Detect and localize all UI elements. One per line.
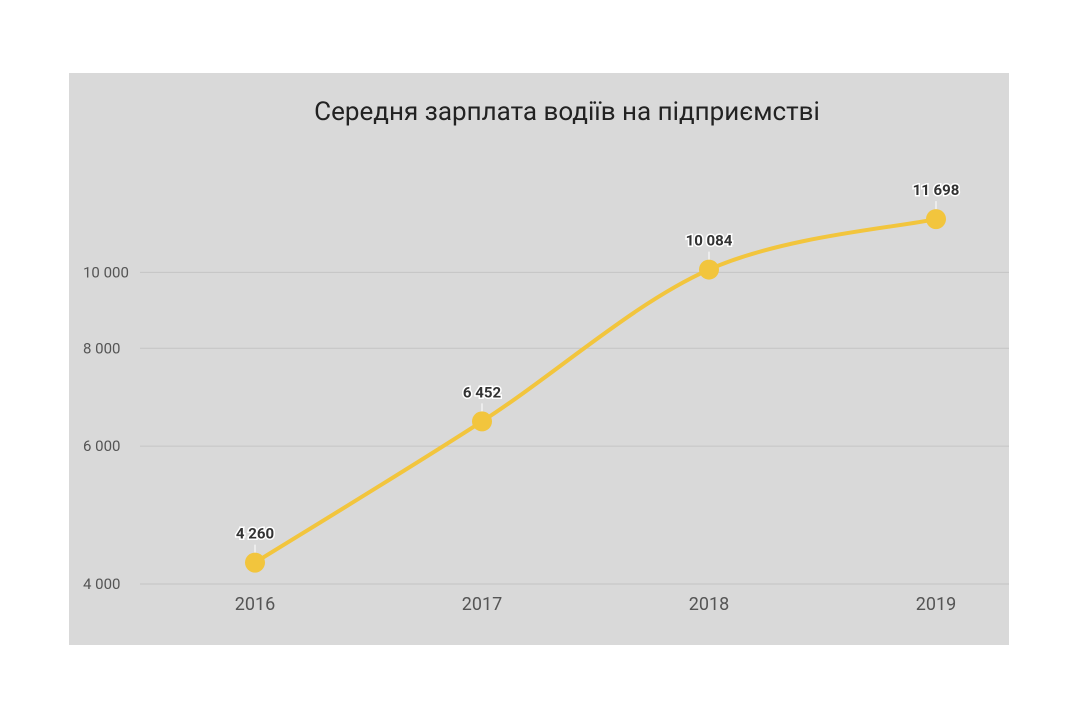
y-tick-label: 6 000 (83, 437, 120, 455)
chart-background (69, 73, 1009, 645)
value-label: 6 452 (463, 383, 502, 401)
y-tick-label: 4 000 (83, 575, 120, 593)
x-tick-label: 2017 (462, 594, 502, 615)
x-tick-label: 2019 (916, 594, 956, 615)
point (699, 259, 719, 280)
value-label: 10 084 (686, 232, 733, 250)
y-tick-label: 8 000 (83, 339, 120, 357)
point (926, 209, 946, 230)
x-tick-label: 2016 (235, 594, 275, 615)
point (245, 552, 265, 573)
value-label: 11 698 (913, 181, 960, 199)
chart-title: Середня зарплата водіїв на підприємстві (314, 97, 820, 127)
point (472, 411, 492, 432)
line (253, 217, 937, 565)
x-tick-label: 2018 (689, 594, 729, 615)
y-tick-label: 10 000 (83, 263, 129, 281)
value-label: 4 260 (236, 525, 274, 543)
